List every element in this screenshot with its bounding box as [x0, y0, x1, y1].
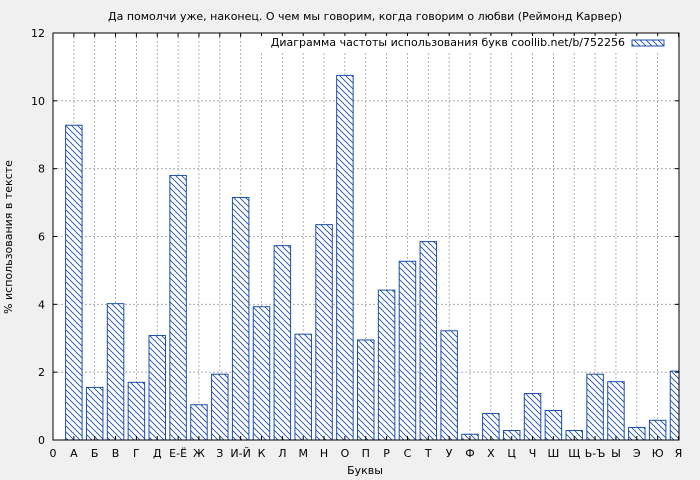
x-tick-label: У: [446, 447, 453, 460]
bar-15: [357, 339, 375, 441]
x-tick-label: Н: [320, 447, 328, 460]
y-tick-label: 4: [38, 298, 45, 311]
x-tick-label: Ь-Ъ: [585, 447, 606, 460]
x-tick-label: Р: [383, 447, 390, 460]
x-tick-label: Ю: [652, 447, 664, 460]
bar-24: [544, 409, 563, 441]
x-tick-label: Л: [278, 447, 286, 460]
y-tick-label: 8: [38, 163, 45, 176]
x-tick-label: 0: [50, 447, 57, 460]
bar-12: [294, 333, 312, 441]
bar-23: [523, 393, 542, 441]
bar-3: [106, 303, 125, 441]
bar-30: [669, 370, 680, 441]
x-tick-label: Ы: [611, 447, 621, 460]
y-tick-label: 12: [31, 27, 45, 40]
bar-4: [127, 381, 146, 441]
x-tick-label: Г: [133, 447, 140, 460]
x-tick-label: В: [112, 447, 120, 460]
legend-box: [242, 36, 674, 52]
x-tick-label: Щ: [568, 447, 580, 460]
bar-2: [85, 386, 104, 441]
y-axis-label: % использования в тексте: [2, 160, 15, 314]
bar-19: [440, 330, 458, 441]
x-tick-label: И-Й: [230, 447, 250, 460]
x-tick-label: М: [298, 447, 308, 460]
bar-8: [211, 373, 229, 441]
x-tick-label: Ц: [507, 447, 516, 460]
y-tick-label: 6: [38, 231, 45, 244]
plot-frame: [52, 32, 680, 441]
x-tick-label: Д: [153, 447, 162, 460]
bar-9: [231, 196, 250, 441]
x-tick-label: Х: [487, 447, 495, 460]
bar-14: [336, 74, 354, 441]
x-tick-label: К: [258, 447, 266, 460]
x-axis-ticks: 0 А Б В Г Д Е-Ё Ж З И-Й К Л М Н О П Р С Т У Ф Х Ц Ч Ш Щ Ь-Ъ Ы Э Ю Я: [50, 33, 683, 460]
legend-swatch: [631, 39, 665, 47]
x-tick-label: Ч: [529, 447, 537, 460]
bar-16: [377, 289, 396, 441]
bar-13: [315, 224, 333, 441]
y-tick-label: 10: [31, 95, 45, 108]
bar-6: [169, 174, 187, 441]
x-tick-label: Я: [675, 447, 683, 460]
chart-title: Да помолчи уже, наконец. О чем мы говори…: [108, 10, 622, 23]
bar-5: [148, 335, 166, 441]
x-tick-label: О: [341, 447, 350, 460]
bar-10: [252, 306, 271, 441]
y-tick-label: 0: [38, 434, 45, 447]
bar-17: [398, 260, 417, 441]
x-tick-label: З: [216, 447, 223, 460]
x-tick-label: Т: [424, 447, 432, 460]
y-axis-ticks: 0 2 4 6 8 10 12: [31, 27, 679, 447]
x-tick-label: Б: [91, 447, 99, 460]
bar-1: [65, 124, 83, 441]
bar-11: [273, 245, 292, 441]
x-tick-label: Э: [633, 447, 641, 460]
x-tick-label: Ж: [193, 447, 205, 460]
x-tick-label: С: [404, 447, 412, 460]
x-tick-label: П: [362, 447, 370, 460]
legend: Диаграмма частоты использования букв coo…: [242, 36, 674, 52]
y-tick-label: 2: [38, 366, 45, 379]
bar-18: [419, 241, 438, 441]
x-tick-label: Ш: [548, 447, 560, 460]
x-tick-label: Е-Ё: [169, 447, 187, 460]
legend-label: Диаграмма частоты использования букв coo…: [271, 36, 625, 49]
bar-7: [190, 404, 208, 441]
bar-26: [586, 373, 604, 441]
x-axis-label: Буквы: [347, 464, 383, 477]
x-tick-label: А: [70, 447, 78, 460]
bar-27: [607, 381, 625, 441]
x-tick-label: Ф: [465, 447, 474, 460]
